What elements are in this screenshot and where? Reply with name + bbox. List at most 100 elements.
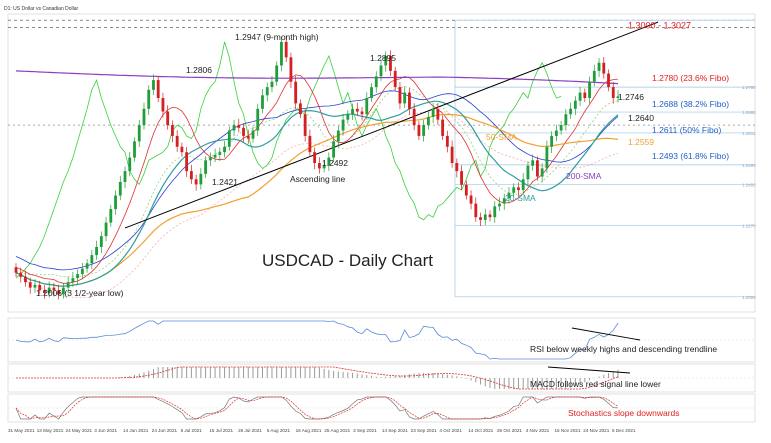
candle xyxy=(498,197,501,211)
candle-body xyxy=(57,290,61,295)
candle-body xyxy=(218,152,222,155)
candle xyxy=(90,249,94,269)
candle xyxy=(152,74,155,96)
x-tick-label: 24 May 2021 xyxy=(66,428,93,433)
candle-body xyxy=(351,108,354,115)
candle xyxy=(483,208,487,226)
candle-body xyxy=(611,87,615,98)
candle-body xyxy=(199,173,203,185)
candle-body xyxy=(517,187,520,191)
candle-body xyxy=(80,268,84,275)
candle xyxy=(569,102,573,119)
candle-body xyxy=(270,81,274,88)
x-tick-label: 6 Dec 2021 xyxy=(612,428,636,433)
candle xyxy=(28,277,32,294)
candle xyxy=(227,126,231,151)
candle xyxy=(607,69,610,92)
candle-body xyxy=(441,119,445,136)
candle xyxy=(284,35,288,62)
sma-50-line xyxy=(15,113,619,287)
candle xyxy=(479,212,482,227)
candle-body xyxy=(398,87,402,104)
candle xyxy=(47,281,51,298)
candle xyxy=(384,51,388,72)
candle xyxy=(57,284,61,300)
candle-body xyxy=(512,187,516,193)
candle-body xyxy=(232,125,236,131)
candle xyxy=(43,285,46,299)
sma-20-line xyxy=(15,100,619,287)
candle xyxy=(61,283,65,299)
candle-body xyxy=(327,157,331,166)
candle xyxy=(540,163,544,183)
candle xyxy=(275,61,279,86)
candle-body xyxy=(493,206,497,218)
main-panel-frame xyxy=(7,13,756,313)
candle-body xyxy=(38,284,42,291)
candle-body xyxy=(355,108,359,112)
candle xyxy=(99,231,103,254)
candle-body xyxy=(521,179,525,191)
label-resistance-zone: 1.3000 - 1.3027 xyxy=(628,21,691,31)
candle xyxy=(436,103,440,125)
candle-body xyxy=(237,125,241,128)
candle xyxy=(128,151,132,177)
candle-body xyxy=(450,146,454,163)
candle xyxy=(583,88,587,103)
candle xyxy=(346,110,350,124)
candle xyxy=(213,148,217,163)
x-tick-label: 16 Aug 2021 xyxy=(296,428,322,433)
sma-200-line xyxy=(15,70,619,85)
x-tick-label: 3 Sep 2021 xyxy=(353,428,377,433)
candle-body xyxy=(213,154,217,158)
label-ascending-line: Ascending line xyxy=(290,174,346,184)
candle xyxy=(24,270,27,287)
x-tick-label: 14 Jun 2021 xyxy=(123,428,149,433)
candle xyxy=(592,64,596,87)
x-tick-label: 26 Oct 2021 xyxy=(497,428,522,433)
label-fibo-level: 1.2688 (38.2% Fibo) xyxy=(652,99,729,109)
candle-body xyxy=(265,87,269,96)
candle xyxy=(588,76,591,104)
candle-body xyxy=(137,125,141,142)
ichimoku-tenkan xyxy=(15,74,619,284)
candle xyxy=(422,119,426,142)
candle xyxy=(137,119,141,148)
right-axis-tick: 1.2006 xyxy=(742,295,756,300)
candle-body xyxy=(464,184,468,196)
candle-body xyxy=(109,209,113,223)
candle xyxy=(355,102,359,117)
candle-body xyxy=(28,282,32,288)
candle xyxy=(455,158,459,178)
right-axis-tick: 1.2493 xyxy=(742,163,756,168)
candle-body xyxy=(455,163,459,172)
candle-body xyxy=(374,76,378,88)
stochastic-d-line xyxy=(15,396,619,420)
candle-body xyxy=(384,55,388,66)
candle xyxy=(351,103,354,120)
candle-body xyxy=(142,108,146,126)
candle-body xyxy=(246,135,250,139)
candle-body xyxy=(417,125,421,136)
candle xyxy=(573,96,577,116)
candle xyxy=(502,193,506,210)
candle-body xyxy=(280,41,283,66)
candle-body xyxy=(104,222,108,237)
candle xyxy=(19,267,23,283)
x-tick-label: 3 Jun 2021 xyxy=(94,428,117,433)
candle-body xyxy=(422,125,426,136)
candle-body xyxy=(379,65,383,77)
candle xyxy=(218,147,222,162)
candle-body xyxy=(545,146,549,169)
candle xyxy=(118,175,122,201)
candle-body xyxy=(189,171,193,180)
macd-signal-line xyxy=(16,366,619,390)
candle xyxy=(180,142,184,157)
candle xyxy=(602,57,606,79)
candle-body xyxy=(578,92,582,101)
label-50-sma: 50-SMA xyxy=(486,132,517,142)
candle xyxy=(507,187,511,204)
candle xyxy=(199,168,203,190)
x-tick-label: 25 Aug 2021 xyxy=(324,428,350,433)
